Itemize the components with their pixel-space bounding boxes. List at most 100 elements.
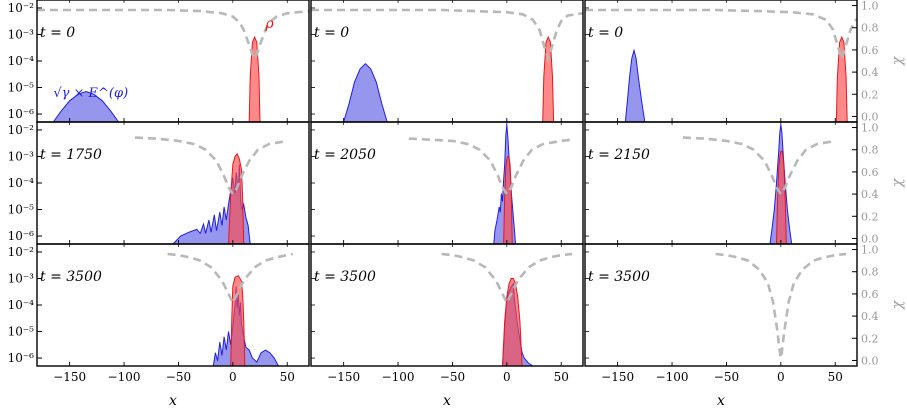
x-tick-label: 0	[503, 370, 511, 384]
y-tick-label: 10⁻⁵	[8, 203, 35, 217]
chi-tick-label: 0.8	[861, 266, 879, 279]
x-tick-label: −50	[166, 370, 191, 384]
panel-frame	[310, 243, 584, 367]
panel-r1-c1: t = 2050	[310, 121, 584, 245]
panel-frame	[36, 243, 310, 367]
chi-tick-label: 0.2	[861, 88, 879, 101]
time-label: t = 0	[588, 25, 623, 41]
panel-plot-area	[311, 8, 583, 122]
chi-tick-label: 0.8	[861, 144, 879, 157]
x-tick-label: 0	[777, 370, 785, 384]
chi-tick-label: 0.0	[861, 354, 879, 367]
rho-area	[227, 152, 245, 244]
chi-axis-label: χ	[893, 300, 907, 311]
x-tick-label: −150	[601, 370, 634, 384]
y-tick-label: 10⁻⁴	[8, 176, 35, 190]
x-tick-label: −50	[440, 370, 465, 384]
panel-plot-area	[37, 8, 309, 122]
panel-plot-area	[682, 124, 836, 244]
rho-area	[503, 155, 513, 244]
x-tick-label: 50	[828, 370, 843, 384]
x-axis-label: x	[717, 393, 725, 409]
time-label: t = 0	[40, 25, 75, 41]
panel-plot-area	[441, 252, 573, 366]
x-tick-label: −100	[382, 370, 415, 384]
panel-frame	[584, 0, 858, 123]
panel-r1-c0: 10⁻⁶ 10⁻⁵ 10⁻⁴ 10⁻³ 10⁻² t = 1750	[8, 121, 310, 245]
y-tick-label: 10⁻⁶	[8, 107, 35, 121]
chi-tick-label: 1.0	[861, 122, 879, 135]
y-tick-label: 10⁻²	[8, 123, 35, 137]
chi-line	[311, 8, 583, 63]
y-tick-label: 10⁻⁶	[8, 351, 35, 365]
e-field-area	[212, 286, 280, 366]
chi-tick-label: 0.6	[861, 44, 879, 57]
chi-tick-label: 0.6	[861, 166, 879, 179]
panel-plot-area	[715, 252, 847, 359]
panel-r1-c2: 0.0 0.2 0.4 0.6 0.8 1.0 χ t = 2150	[584, 121, 907, 245]
chi-tick-label: 0.2	[861, 210, 879, 223]
time-label: t = 2050	[314, 147, 376, 163]
panel-frame	[584, 243, 858, 367]
time-label: t = 3500	[40, 269, 102, 285]
x-tick-label: −100	[656, 370, 689, 384]
panel-plot-area	[408, 124, 573, 244]
y-tick-label: 10⁻⁵	[8, 325, 35, 339]
rho-area	[501, 278, 523, 366]
y-tick-label: 10⁻⁴	[8, 298, 35, 312]
x-axis-label: x	[169, 393, 177, 409]
x-tick-label: 50	[280, 370, 295, 384]
chi-line	[682, 136, 836, 197]
x-tick-label: −150	[327, 370, 360, 384]
chi-line	[585, 8, 857, 64]
time-label: t = 1750	[40, 147, 102, 163]
panel-frame	[584, 121, 858, 245]
rho-area	[775, 150, 787, 244]
chi-axis-label: χ	[893, 178, 907, 189]
panel-frame	[310, 121, 584, 245]
time-label: t = 3500	[314, 269, 376, 285]
rho-area	[835, 35, 848, 122]
chi-tick-label: 0.8	[861, 22, 879, 35]
chi-tick-label: 0.6	[861, 288, 879, 301]
y-tick-label: 10⁻²	[8, 1, 35, 15]
y-tick-label: 10⁻³	[8, 149, 35, 163]
chi-line	[441, 252, 573, 306]
chi-tick-label: 0.2	[861, 332, 879, 345]
e-field-annotation: √γ × E^(φ)	[53, 86, 128, 101]
chi-tick-label: 0.4	[861, 310, 879, 323]
y-tick-label: 10⁻⁶	[8, 229, 35, 243]
chi-line	[408, 137, 573, 197]
panel-frame	[36, 121, 310, 245]
y-tick-label: 10⁻³	[8, 27, 35, 41]
y-tick-label: 10⁻²	[8, 245, 35, 259]
e-field-area	[343, 62, 388, 122]
chi-line	[134, 136, 288, 197]
chi-line	[715, 252, 847, 359]
panel-r0-c0: 10⁻⁶ 10⁻⁵ 10⁻⁴ 10⁻³ 10⁻² t = 0	[8, 0, 310, 123]
panel-r2-c0: 10⁻⁶ 10⁻⁵ 10⁻⁴ 10⁻³ 10⁻² −150 −100 −50 0 50 x t = 3…	[8, 243, 310, 409]
x-tick-label: −50	[714, 370, 739, 384]
chi-tick-label: 1.0	[861, 0, 879, 13]
y-tick-label: 10⁻⁵	[8, 81, 35, 95]
panel-r2-c2: 0.0 0.2 0.4 0.6 0.8 1.0 χ −150 −100 −50 0 50 x t = 35…	[584, 243, 907, 409]
chi-line	[167, 252, 293, 306]
chi-tick-label: 1.0	[861, 244, 879, 257]
x-tick-label: −100	[108, 370, 141, 384]
e-field-area	[624, 48, 646, 122]
panel-r2-c1: −150 −100 −50 0 50 x t = 3500	[310, 243, 584, 409]
panel-r0-c1: t = 0	[310, 0, 584, 123]
panel-plot-area	[134, 136, 288, 244]
e-field-area	[52, 90, 120, 122]
x-axis-label: x	[443, 393, 451, 409]
y-tick-label: 10⁻⁴	[8, 54, 35, 68]
time-label: t = 3500	[588, 269, 650, 285]
time-label: t = 0	[314, 25, 349, 41]
panel-r0-c2: 0.0 0.2 0.4 0.6 0.8 1.0 χ t = 0	[584, 0, 907, 123]
rho-area	[230, 275, 246, 366]
chi-tick-label: 0.4	[861, 66, 879, 79]
chi-tick-label: 0.0	[861, 110, 879, 123]
rho-area	[542, 35, 555, 122]
rho-area	[248, 35, 261, 122]
